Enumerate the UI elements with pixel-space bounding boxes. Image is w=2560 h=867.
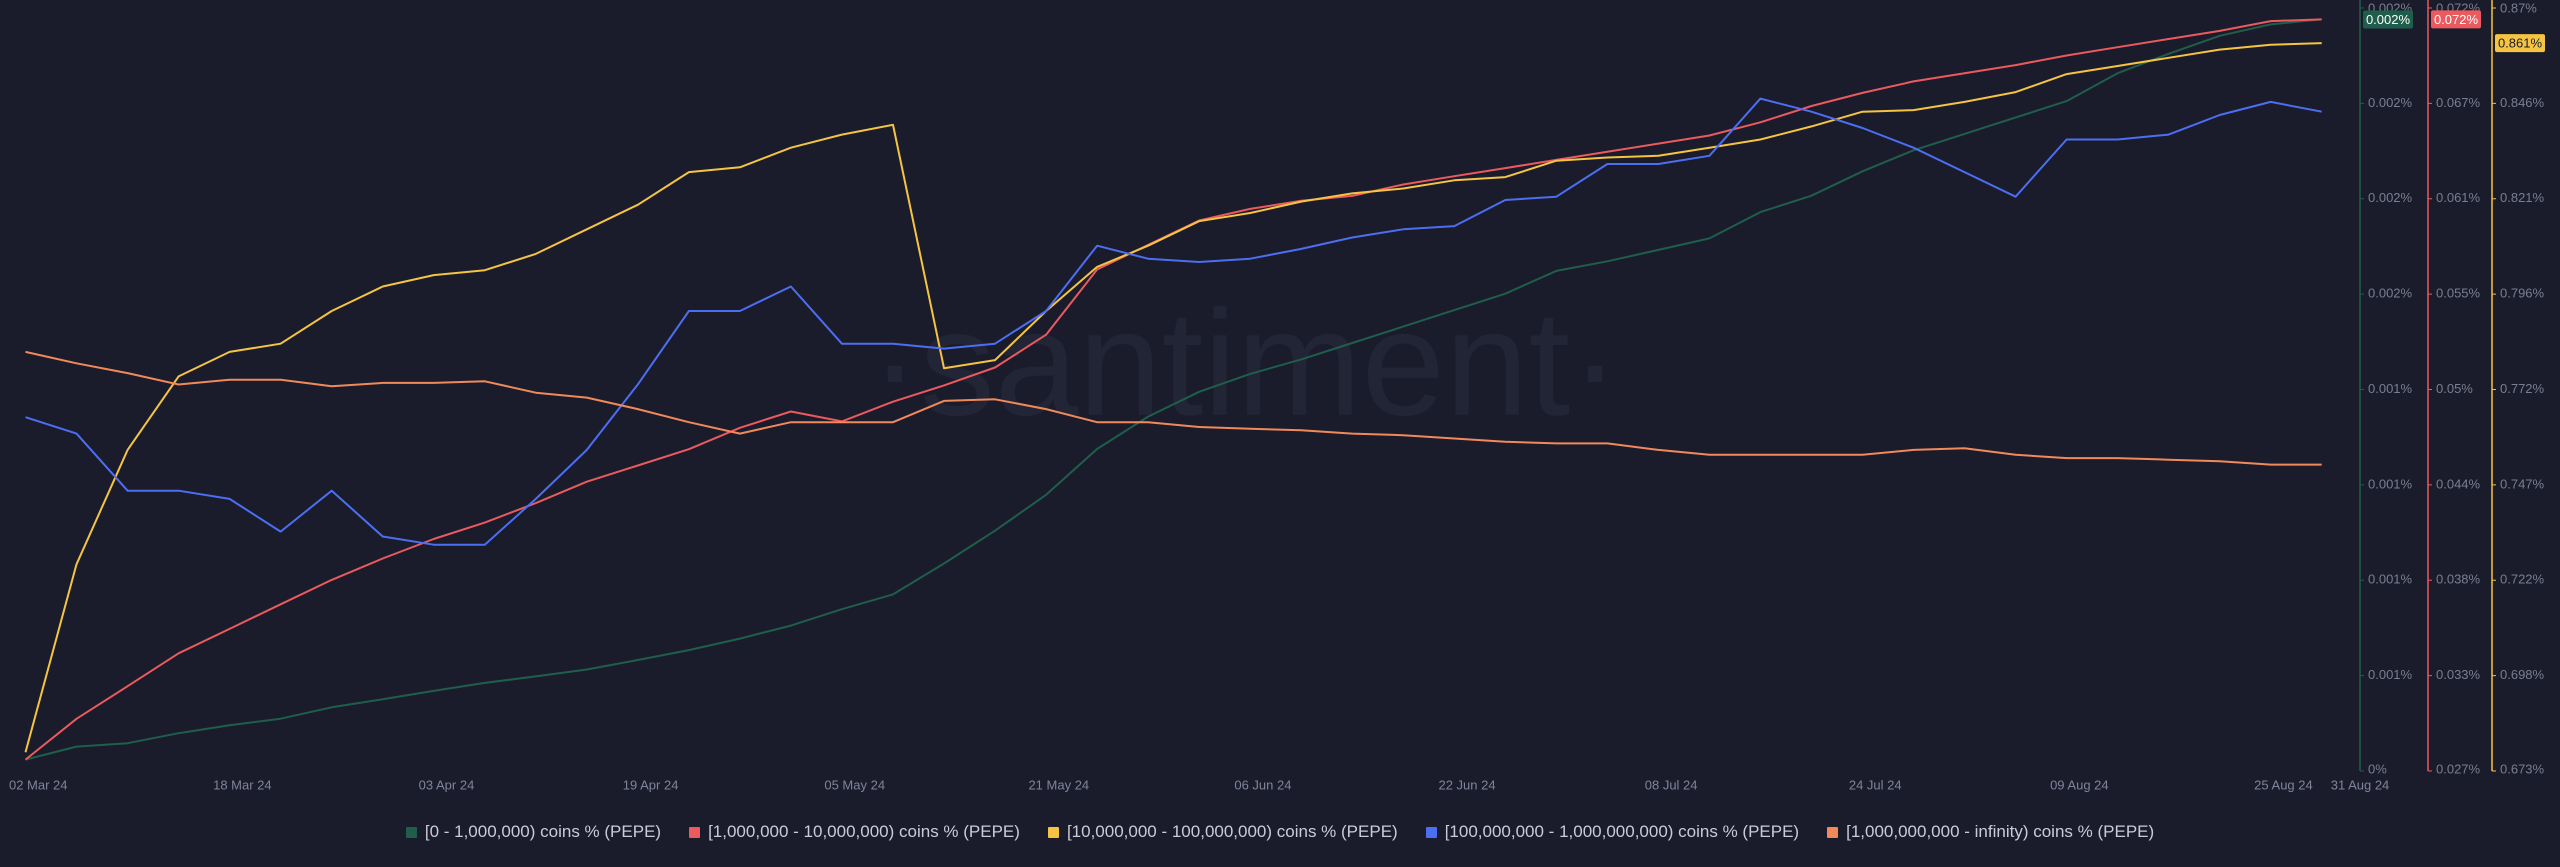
legend-item[interactable]: [100,000,000 - 1,000,000,000) coins % (P…: [1425, 822, 1800, 842]
x-tick-label: 03 Apr 24: [419, 777, 475, 792]
y-tick-label: 0%: [2368, 761, 2387, 776]
x-tick-label: 19 Apr 24: [623, 777, 679, 792]
y-tick-label: 0.044%: [2436, 476, 2481, 491]
last-value-badge: [2495, 34, 2545, 53]
watermark: ·santiment·: [870, 279, 1620, 447]
x-tick-label: 02 Mar 24: [9, 777, 68, 792]
y-tick-label: 0.772%: [2500, 381, 2545, 396]
legend-item[interactable]: [10,000,000 - 100,000,000) coins % (PEPE…: [1047, 822, 1398, 842]
series-line: [25, 350, 2322, 466]
legend-label: [1,000,000,000 - infinity) coins % (PEPE…: [1846, 822, 2155, 841]
y-tick-label: 0.722%: [2500, 572, 2545, 587]
x-tick-label: 05 May 24: [824, 777, 885, 792]
series-line: [25, 18, 2322, 761]
last-value-badge: [2431, 10, 2481, 29]
legend-swatch: [1425, 826, 1437, 838]
last-value-label: 0.861%: [2498, 36, 2543, 51]
legend-label: [100,000,000 - 1,000,000,000) coins % (P…: [1444, 822, 1800, 841]
x-tick-label: 21 May 24: [1028, 777, 1089, 792]
legend-item[interactable]: [0 - 1,000,000) coins % (PEPE): [405, 822, 662, 842]
y-tick-label: 0.673%: [2500, 761, 2545, 776]
legend-swatch: [689, 826, 701, 838]
x-tick-label: 09 Aug 24: [2050, 777, 2109, 792]
y-tick-label: 0.001%: [2368, 476, 2413, 491]
y-tick-label: 0.038%: [2436, 572, 2481, 587]
last-value-label: 0.002%: [2366, 12, 2411, 27]
y-tick-label: 0.821%: [2500, 190, 2545, 205]
legend-label: [0 - 1,000,000) coins % (PEPE): [424, 822, 662, 841]
y-tick-label: 0.002%: [2368, 286, 2413, 301]
y-tick-label: 0.87%: [2500, 0, 2537, 15]
y-tick-label: 0.796%: [2500, 286, 2545, 301]
x-tick-label: 08 Jul 24: [1645, 777, 1698, 792]
y-tick-label: 0.698%: [2500, 667, 2545, 682]
y-tick-label: 0.747%: [2500, 476, 2545, 491]
y-tick-label: 0.033%: [2436, 667, 2481, 682]
legend-label: [10,000,000 - 100,000,000) coins % (PEPE…: [1066, 822, 1398, 841]
y-tick-label: 0.067%: [2436, 95, 2481, 110]
y-tick-label: 0.001%: [2368, 381, 2413, 396]
x-tick-label: 31 Aug 24: [2331, 777, 2390, 792]
series-line: [24, 42, 2322, 753]
x-tick-label: 18 Mar 24: [213, 777, 272, 792]
legend-swatch: [405, 826, 417, 838]
legend-item[interactable]: [1,000,000,000 - infinity) coins % (PEPE…: [1827, 822, 2154, 842]
x-tick-label: 06 Jun 24: [1234, 777, 1291, 792]
series-line: [25, 97, 2322, 546]
x-tick-label: 24 Jul 24: [1849, 777, 1902, 792]
legend-swatch: [1827, 826, 1839, 838]
x-tick-label: 25 Aug 24: [2254, 777, 2313, 792]
legend-swatch: [1047, 826, 1059, 838]
last-value-label: 0.072%: [2434, 12, 2479, 27]
y-tick-label: 0.05%: [2436, 381, 2473, 396]
y-tick-label: 0.061%: [2436, 190, 2481, 205]
legend: [0 - 1,000,000) coins % (PEPE) [1,000,000…: [0, 812, 2560, 852]
legend-label: [1,000,000 - 10,000,000) coins % (PEPE): [708, 822, 1020, 841]
y-tick-label: 0.027%: [2436, 761, 2481, 776]
y-tick-label: 0.001%: [2368, 667, 2413, 682]
legend-item[interactable]: [1,000,000 - 10,000,000) coins % (PEPE): [689, 822, 1020, 842]
last-value-badge: [2363, 10, 2413, 29]
y-tick-label: 0.002%: [2368, 95, 2413, 110]
y-tick-label: 0.002%: [2368, 190, 2413, 205]
y-tick-label: 0.846%: [2500, 95, 2545, 110]
y-tick-label: 0.001%: [2368, 572, 2413, 587]
x-tick-label: 22 Jun 24: [1438, 777, 1495, 792]
y-tick-label: 0.055%: [2436, 286, 2481, 301]
